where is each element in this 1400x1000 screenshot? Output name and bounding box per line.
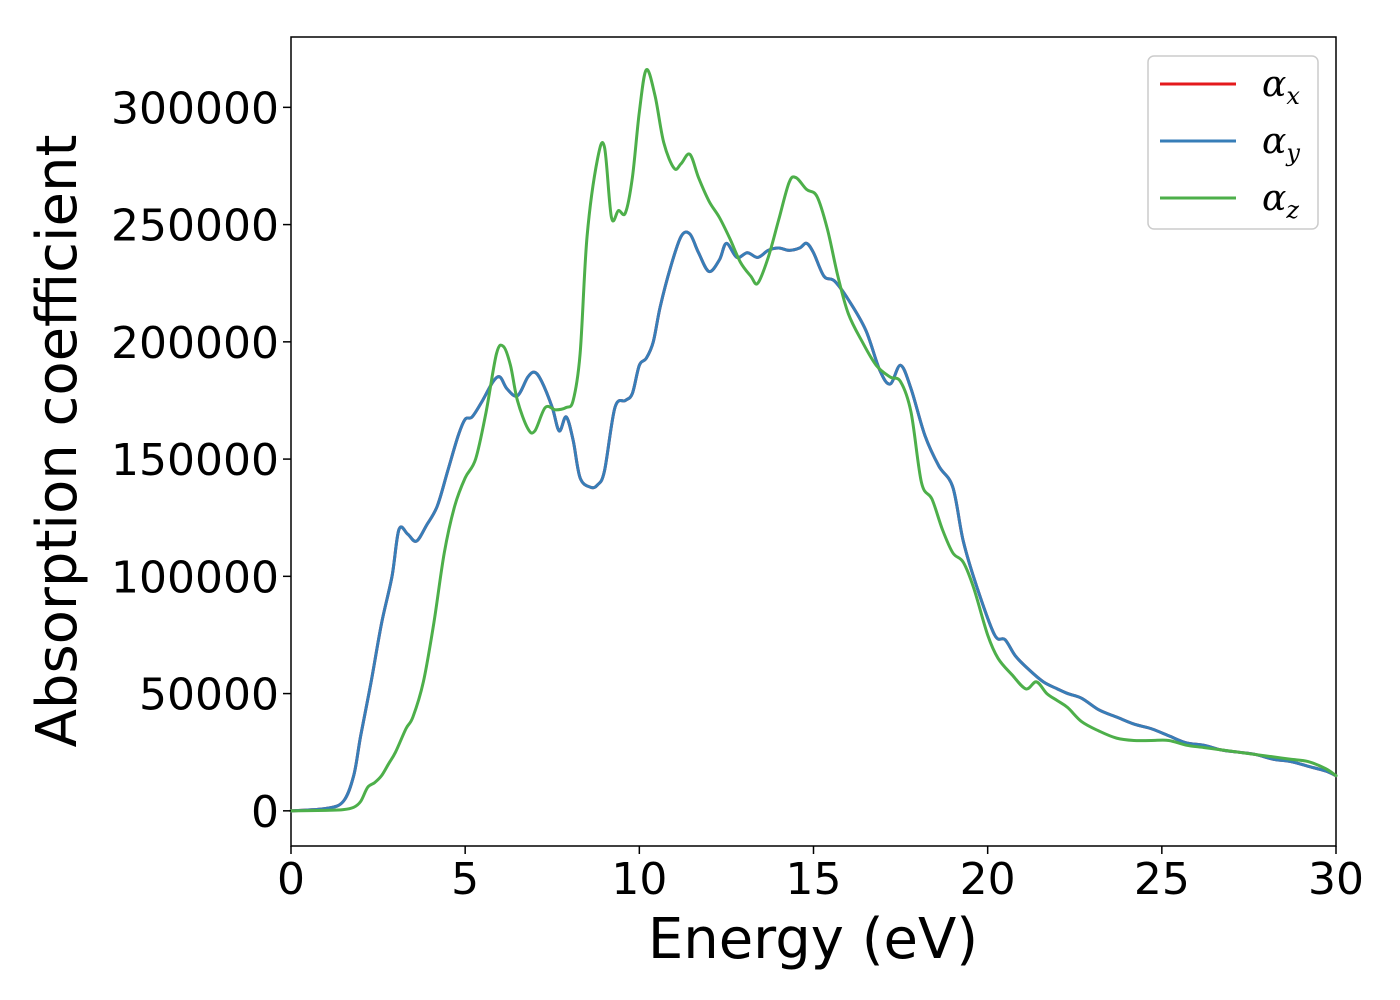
y-tick-label: 250000	[111, 201, 279, 252]
y-tick-label: 0	[251, 787, 279, 838]
x-tick-label: 5	[451, 854, 479, 905]
series-layer	[289, 68, 1338, 813]
legend-label-symbol: α	[1262, 178, 1286, 219]
legend-label-symbol: α	[1262, 121, 1286, 162]
x-tick-label: 0	[277, 854, 305, 905]
series-line-alpha-z	[289, 68, 1338, 813]
y-tick-label: 300000	[111, 83, 279, 134]
x-tick-label: 20	[960, 854, 1016, 905]
legend-label-subscript: x	[1286, 82, 1300, 110]
y-tick-label: 50000	[139, 670, 279, 721]
x-axis-ticks: 0 5 10 15 20 25 30	[277, 846, 1364, 905]
legend-label-z: αz	[1262, 178, 1299, 224]
legend-label-subscript: z	[1285, 196, 1299, 224]
series-line-alpha-y	[289, 230, 1338, 813]
legend-label-symbol: α	[1262, 64, 1286, 105]
x-tick-label: 30	[1308, 854, 1364, 905]
y-axis-ticks: 0 50000 100000 150000 200000 250000 300000	[111, 83, 291, 838]
y-tick-label: 200000	[111, 318, 279, 369]
x-axis-title: Energy (eV)	[648, 907, 978, 972]
x-tick-label: 15	[786, 854, 842, 905]
x-tick-label: 25	[1134, 854, 1190, 905]
legend-label-subscript: y	[1285, 139, 1300, 167]
legend-label-y: αy	[1262, 121, 1300, 167]
y-axis-title: Absorption coefficient	[25, 135, 90, 748]
y-tick-label: 100000	[111, 552, 279, 603]
x-tick-label: 10	[611, 854, 667, 905]
y-tick-label: 150000	[111, 435, 279, 486]
legend-label-x: αx	[1262, 64, 1300, 110]
